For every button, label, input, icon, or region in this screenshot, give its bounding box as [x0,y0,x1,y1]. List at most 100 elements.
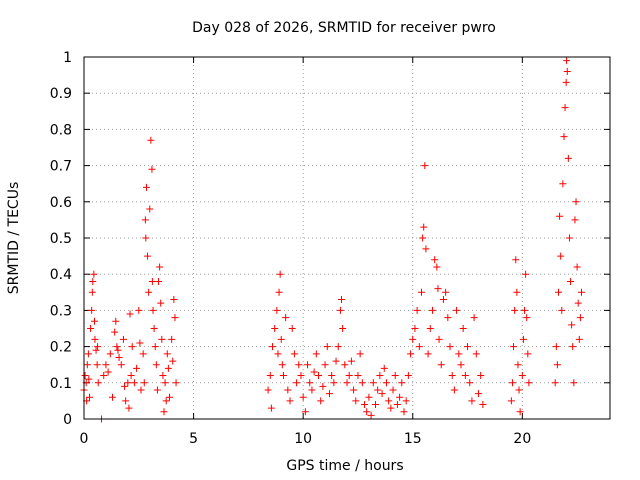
x-tick-label: 20 [513,431,531,447]
data-point [168,335,176,343]
data-point [402,397,410,405]
data-point [90,270,98,278]
data-point [147,136,155,144]
data-point [558,306,566,314]
data-point [559,180,567,188]
data-point [350,386,358,394]
data-point [578,288,586,296]
data-point [356,350,364,358]
data-point [171,314,179,322]
data-point [507,397,515,405]
data-point [565,234,573,242]
data-point [81,372,89,380]
data-point [556,212,564,220]
y-tick-label: 0.4 [50,267,72,283]
data-point [267,404,275,412]
data-point [568,321,576,329]
data-point [407,350,415,358]
data-point [553,361,561,369]
data-point [575,335,583,343]
data-point [149,306,157,314]
data-point [126,310,134,318]
y-tick-label: 0 [63,412,72,428]
data-point [146,205,154,213]
data-point [514,361,522,369]
data-point [431,256,439,264]
data-point [128,343,136,351]
data-point [477,372,485,380]
data-point [91,335,99,343]
data-point [312,350,320,358]
data-point [124,379,132,387]
data-point [94,343,102,351]
data-point [422,245,430,253]
data-point [310,368,318,376]
data-point [102,361,110,369]
data-point [510,343,518,351]
data-point [274,350,282,358]
data-point [513,288,521,296]
y-tick-label: 0.9 [50,86,72,102]
data-point [519,335,527,343]
data-point [415,343,423,351]
data-point [323,343,331,351]
data-point [319,382,327,390]
data-point [400,408,408,416]
data-point [336,306,344,314]
data-point [365,393,373,401]
data-point [332,357,340,365]
data-point [404,372,412,380]
data-point [113,343,121,351]
data-point [136,339,144,347]
data-point [164,364,172,372]
data-point [396,393,404,401]
data-point [117,361,125,369]
data-point [304,361,312,369]
data-point [409,335,417,343]
data-point [276,270,284,278]
x-tick-label: 5 [189,431,198,447]
data-point [442,288,450,296]
plot-frame [83,56,611,420]
data-point [339,325,347,332]
data-point [358,379,366,387]
data-point [160,408,168,416]
data-point [338,296,346,304]
data-point [317,397,325,405]
data-point [457,361,465,369]
data-point [273,306,281,314]
y-tick-label: 0.1 [50,376,72,392]
data-point [125,404,133,412]
data-point [161,379,169,387]
data-point [84,350,92,358]
data-point [419,234,427,242]
data-point [382,379,390,387]
data-point [434,285,442,293]
data-point [428,306,436,314]
data-point [288,325,296,332]
data-point [475,390,482,398]
data-point [522,270,530,278]
data-point [85,375,93,383]
data-point [165,393,173,401]
data-point [282,314,290,322]
data-point [297,372,305,380]
data-point [450,386,458,394]
data-point [561,104,569,112]
data-point [155,277,163,285]
data-point [148,277,156,285]
data-point [411,325,419,332]
data-point [306,379,314,387]
data-point [433,263,441,271]
data-points [80,57,586,423]
data-point [387,404,395,412]
data-point [567,277,575,285]
data-point [352,397,360,405]
data-point [345,372,353,380]
x-tick-label: 0 [80,431,89,447]
data-point [521,306,529,314]
data-point [563,67,571,75]
data-point [420,223,428,231]
y-tick-label: 1 [63,50,72,66]
